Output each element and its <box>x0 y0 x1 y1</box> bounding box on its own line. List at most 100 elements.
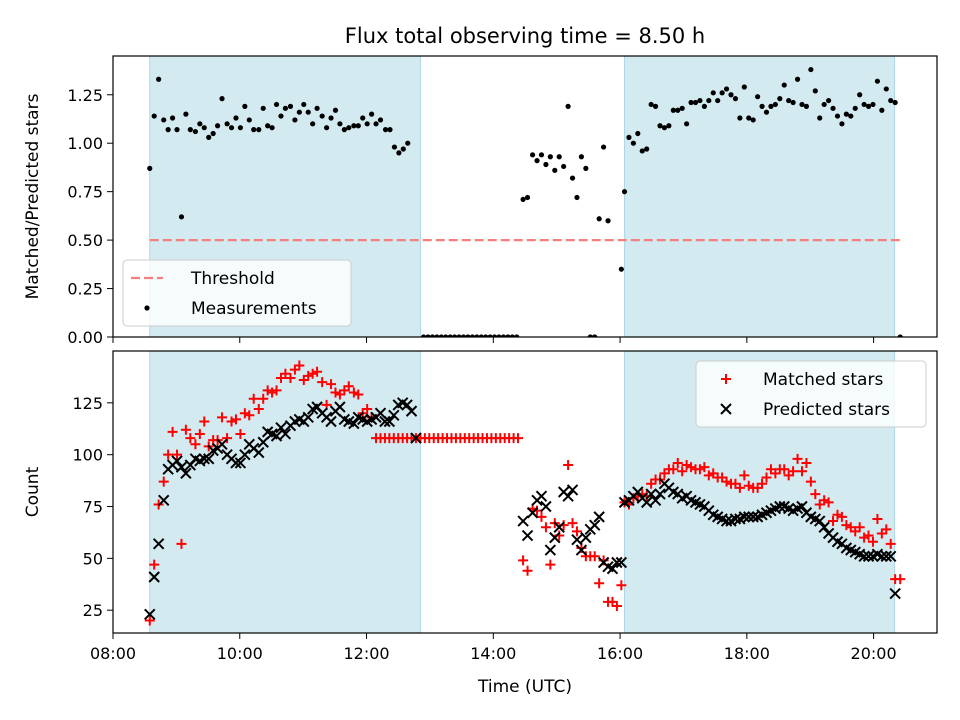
predicted-star-point-113 <box>747 511 759 523</box>
matched-star-point-96 <box>571 526 582 537</box>
matched-star-point-24 <box>248 393 259 404</box>
matched-star-point-85 <box>522 565 533 576</box>
matched-star-point-38 <box>312 366 323 377</box>
measurement-point-50 <box>369 111 375 117</box>
measurement-point-73 <box>483 334 489 337</box>
predicted-star-point-53 <box>379 415 391 428</box>
predicted-star-point-112 <box>743 511 755 523</box>
predicted-star-point-91 <box>649 494 662 507</box>
matched-star-point-27 <box>262 385 273 396</box>
measurement-point-6 <box>169 115 176 121</box>
y-tick-label: 1.00 <box>67 134 103 153</box>
measurement-point-130 <box>746 115 752 121</box>
matched-star-point-90 <box>545 559 556 570</box>
measurement-point-7 <box>174 127 180 133</box>
matched-star-point-125 <box>699 462 710 473</box>
predicted-star-point-29 <box>270 430 283 442</box>
matched-star-point-9 <box>180 424 191 435</box>
measurement-point-162 <box>888 97 894 104</box>
predicted-star-point-63 <box>526 507 539 519</box>
measurement-point-62 <box>434 334 440 337</box>
legend: Matched stars Predicted stars <box>695 360 927 428</box>
predicted-star-point-54 <box>383 415 396 428</box>
measurement-point-146 <box>817 115 823 121</box>
measurement-point-93 <box>574 194 580 201</box>
predicted-star-point-89 <box>640 496 653 509</box>
measurement-point-94 <box>578 154 585 160</box>
predicted-star-point-30 <box>275 422 287 434</box>
predicted-star-point-61 <box>517 515 529 527</box>
matched-star-point-145 <box>788 466 799 477</box>
measurement-point-23 <box>246 117 252 123</box>
measurement-point-47 <box>355 123 361 129</box>
predicted-star-point-74 <box>575 544 588 556</box>
predicted-star-point-2 <box>148 571 160 583</box>
legend-marker-2 <box>144 305 150 311</box>
matched-star-point-118 <box>668 464 679 475</box>
matched-star-point-31 <box>280 368 291 379</box>
measurement-point-90 <box>561 163 567 170</box>
measurement-point-121 <box>706 97 712 104</box>
panel-1-marks <box>147 66 903 337</box>
measurement-point-136 <box>772 101 778 108</box>
measurement-point-133 <box>759 103 765 109</box>
measurement-point-40 <box>324 125 330 131</box>
matched-star-point-160 <box>854 522 865 533</box>
measurement-point-28 <box>269 125 275 131</box>
predicted-star-point-119 <box>774 500 786 513</box>
predicted-star-point-144 <box>885 550 897 562</box>
measurement-point-70 <box>469 334 475 337</box>
measurement-point-137 <box>777 96 783 102</box>
matched-star-point-13 <box>199 416 210 427</box>
predicted-star-point-17 <box>216 438 228 451</box>
matched-star-point-153 <box>823 497 834 508</box>
measurement-point-141 <box>794 76 801 82</box>
predicted-star-point-90 <box>645 488 657 500</box>
predicted-star-point-22 <box>239 448 251 461</box>
matched-star-point-28 <box>267 387 278 398</box>
measurement-point-148 <box>826 97 832 104</box>
matched-star-point-122 <box>686 462 697 473</box>
matched-star-point-138 <box>757 478 768 489</box>
measurement-point-115 <box>679 105 685 111</box>
legend-marker-2 <box>720 403 732 415</box>
matched-star-point-17 <box>217 412 228 423</box>
measurement-point-20 <box>233 115 239 121</box>
measurement-point-32 <box>287 103 294 109</box>
measurement-point-64 <box>443 334 449 337</box>
measurement-point-38 <box>314 105 320 111</box>
predicted-star-point-69 <box>553 521 565 533</box>
predicted-star-point-138 <box>858 550 870 562</box>
measurement-point-161 <box>883 86 889 92</box>
y-tick-label: 50 <box>83 549 103 568</box>
measurement-point-13 <box>201 125 207 131</box>
measurement-point-8 <box>178 214 185 220</box>
measurement-point-108 <box>648 101 654 108</box>
measurement-point-163 <box>892 99 898 106</box>
predicted-star-point-62 <box>521 529 534 542</box>
matched-star-point-37 <box>307 368 318 379</box>
predicted-star-point-59 <box>405 405 418 417</box>
matched-star-point-150 <box>810 489 821 500</box>
measurement-point-134 <box>763 109 770 115</box>
matched-star-point-25 <box>253 404 264 415</box>
measurement-point-21 <box>237 125 244 131</box>
measurement-point-96 <box>587 334 593 337</box>
measurement-point-152 <box>843 111 849 117</box>
predicted-star-point-124 <box>796 500 808 513</box>
predicted-star-point-1 <box>144 608 156 621</box>
measurement-point-127 <box>732 96 739 102</box>
measurement-point-67 <box>456 334 462 337</box>
measurement-point-99 <box>600 144 607 150</box>
legend-label-2: Predicted stars <box>763 400 890 420</box>
predicted-star-point-129 <box>818 521 830 533</box>
measurement-point-66 <box>452 334 458 337</box>
legend-label-2: Measurements <box>191 299 317 319</box>
measurement-point-80 <box>514 334 520 337</box>
measurement-point-111 <box>661 125 668 131</box>
measurement-point-48 <box>360 115 366 121</box>
predicted-star-point-25 <box>253 446 265 459</box>
predicted-star-point-75 <box>580 531 592 544</box>
predicted-star-point-65 <box>535 490 548 502</box>
matched-star-point-39 <box>317 377 328 388</box>
